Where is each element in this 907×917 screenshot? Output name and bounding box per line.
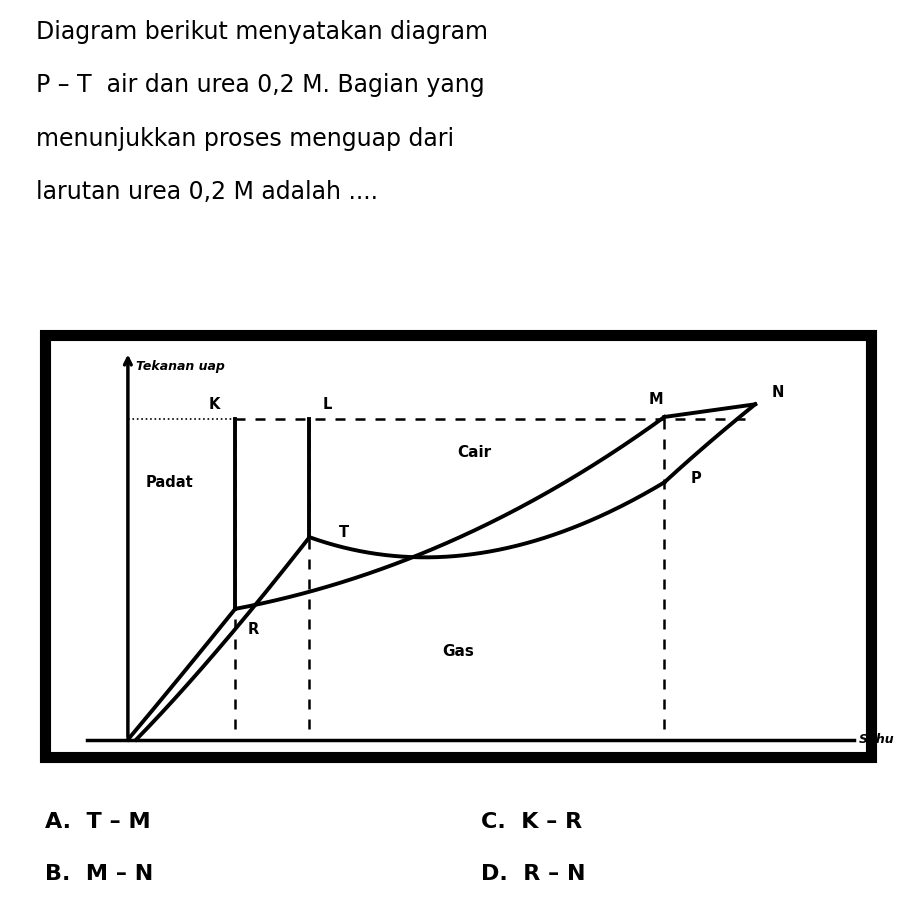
Text: Suhu: Suhu bbox=[858, 734, 894, 746]
Text: N: N bbox=[772, 385, 785, 400]
Text: Diagram berikut menyatakan diagram: Diagram berikut menyatakan diagram bbox=[36, 20, 488, 44]
Text: Gas: Gas bbox=[442, 644, 474, 658]
Text: P: P bbox=[690, 470, 701, 486]
Text: R: R bbox=[248, 623, 259, 637]
Text: K: K bbox=[209, 397, 220, 412]
Text: menunjukkan proses menguap dari: menunjukkan proses menguap dari bbox=[36, 127, 454, 150]
Text: T: T bbox=[339, 525, 349, 540]
Text: Tekanan uap: Tekanan uap bbox=[136, 360, 225, 373]
Text: D.  R – N: D. R – N bbox=[481, 864, 585, 884]
Bar bbox=[45, 335, 871, 757]
Text: M: M bbox=[649, 392, 663, 407]
Text: A.  T – M: A. T – M bbox=[45, 812, 151, 832]
Text: Cair: Cair bbox=[457, 446, 492, 460]
Text: C.  K – R: C. K – R bbox=[481, 812, 581, 832]
Text: larutan urea 0,2 M adalah ....: larutan urea 0,2 M adalah .... bbox=[36, 180, 378, 204]
Text: Padat: Padat bbox=[145, 475, 193, 490]
Text: B.  M – N: B. M – N bbox=[45, 864, 153, 884]
Text: P – T  air dan urea 0,2 M. Bagian yang: P – T air dan urea 0,2 M. Bagian yang bbox=[36, 73, 485, 97]
Text: L: L bbox=[323, 397, 332, 412]
